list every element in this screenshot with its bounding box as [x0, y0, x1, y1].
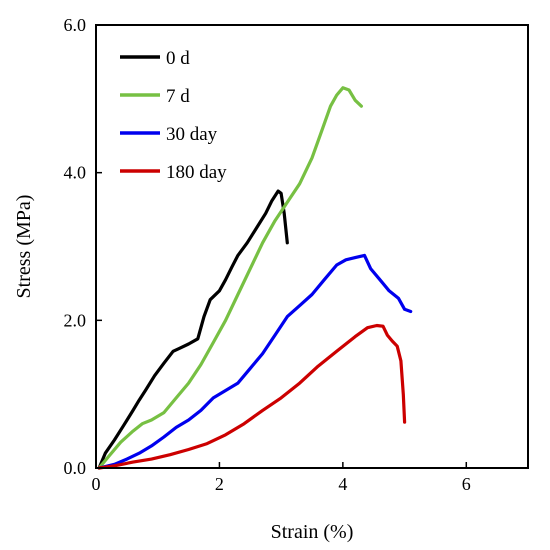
- legend: 0 d 7 d 30 day 180 day: [120, 48, 227, 183]
- ticks-layer: 0 2 4 6 0.0 2.0 4.0 6.0: [64, 15, 471, 494]
- legend-label-2: 30 day: [166, 124, 218, 145]
- series-layer: [97, 86, 413, 470]
- plot-frame: [95, 24, 529, 469]
- x-tick-label-2: 4: [338, 474, 347, 494]
- y-axis-title: Stress (MPa): [13, 195, 35, 299]
- legend-label-0: 0 d: [166, 48, 190, 69]
- x-axis-title: Strain (%): [271, 521, 354, 543]
- y-tick-label-2: 4.0: [64, 163, 87, 183]
- legend-label-3: 180 day: [166, 162, 227, 183]
- series-line-7-d: [97, 86, 363, 470]
- legend-label-1: 7 d: [166, 86, 190, 107]
- y-tick-label-1: 2.0: [64, 310, 87, 330]
- y-tick-label-3: 6.0: [64, 15, 87, 35]
- series-line-180-day: [97, 323, 407, 470]
- x-tick-label-0: 0: [92, 474, 101, 494]
- series-line-30-day: [97, 253, 413, 470]
- y-tick-label-0: 0.0: [64, 458, 87, 478]
- x-tick-label-3: 6: [462, 474, 471, 494]
- series-line-0-d: [97, 189, 289, 470]
- x-tick-label-1: 2: [215, 474, 224, 494]
